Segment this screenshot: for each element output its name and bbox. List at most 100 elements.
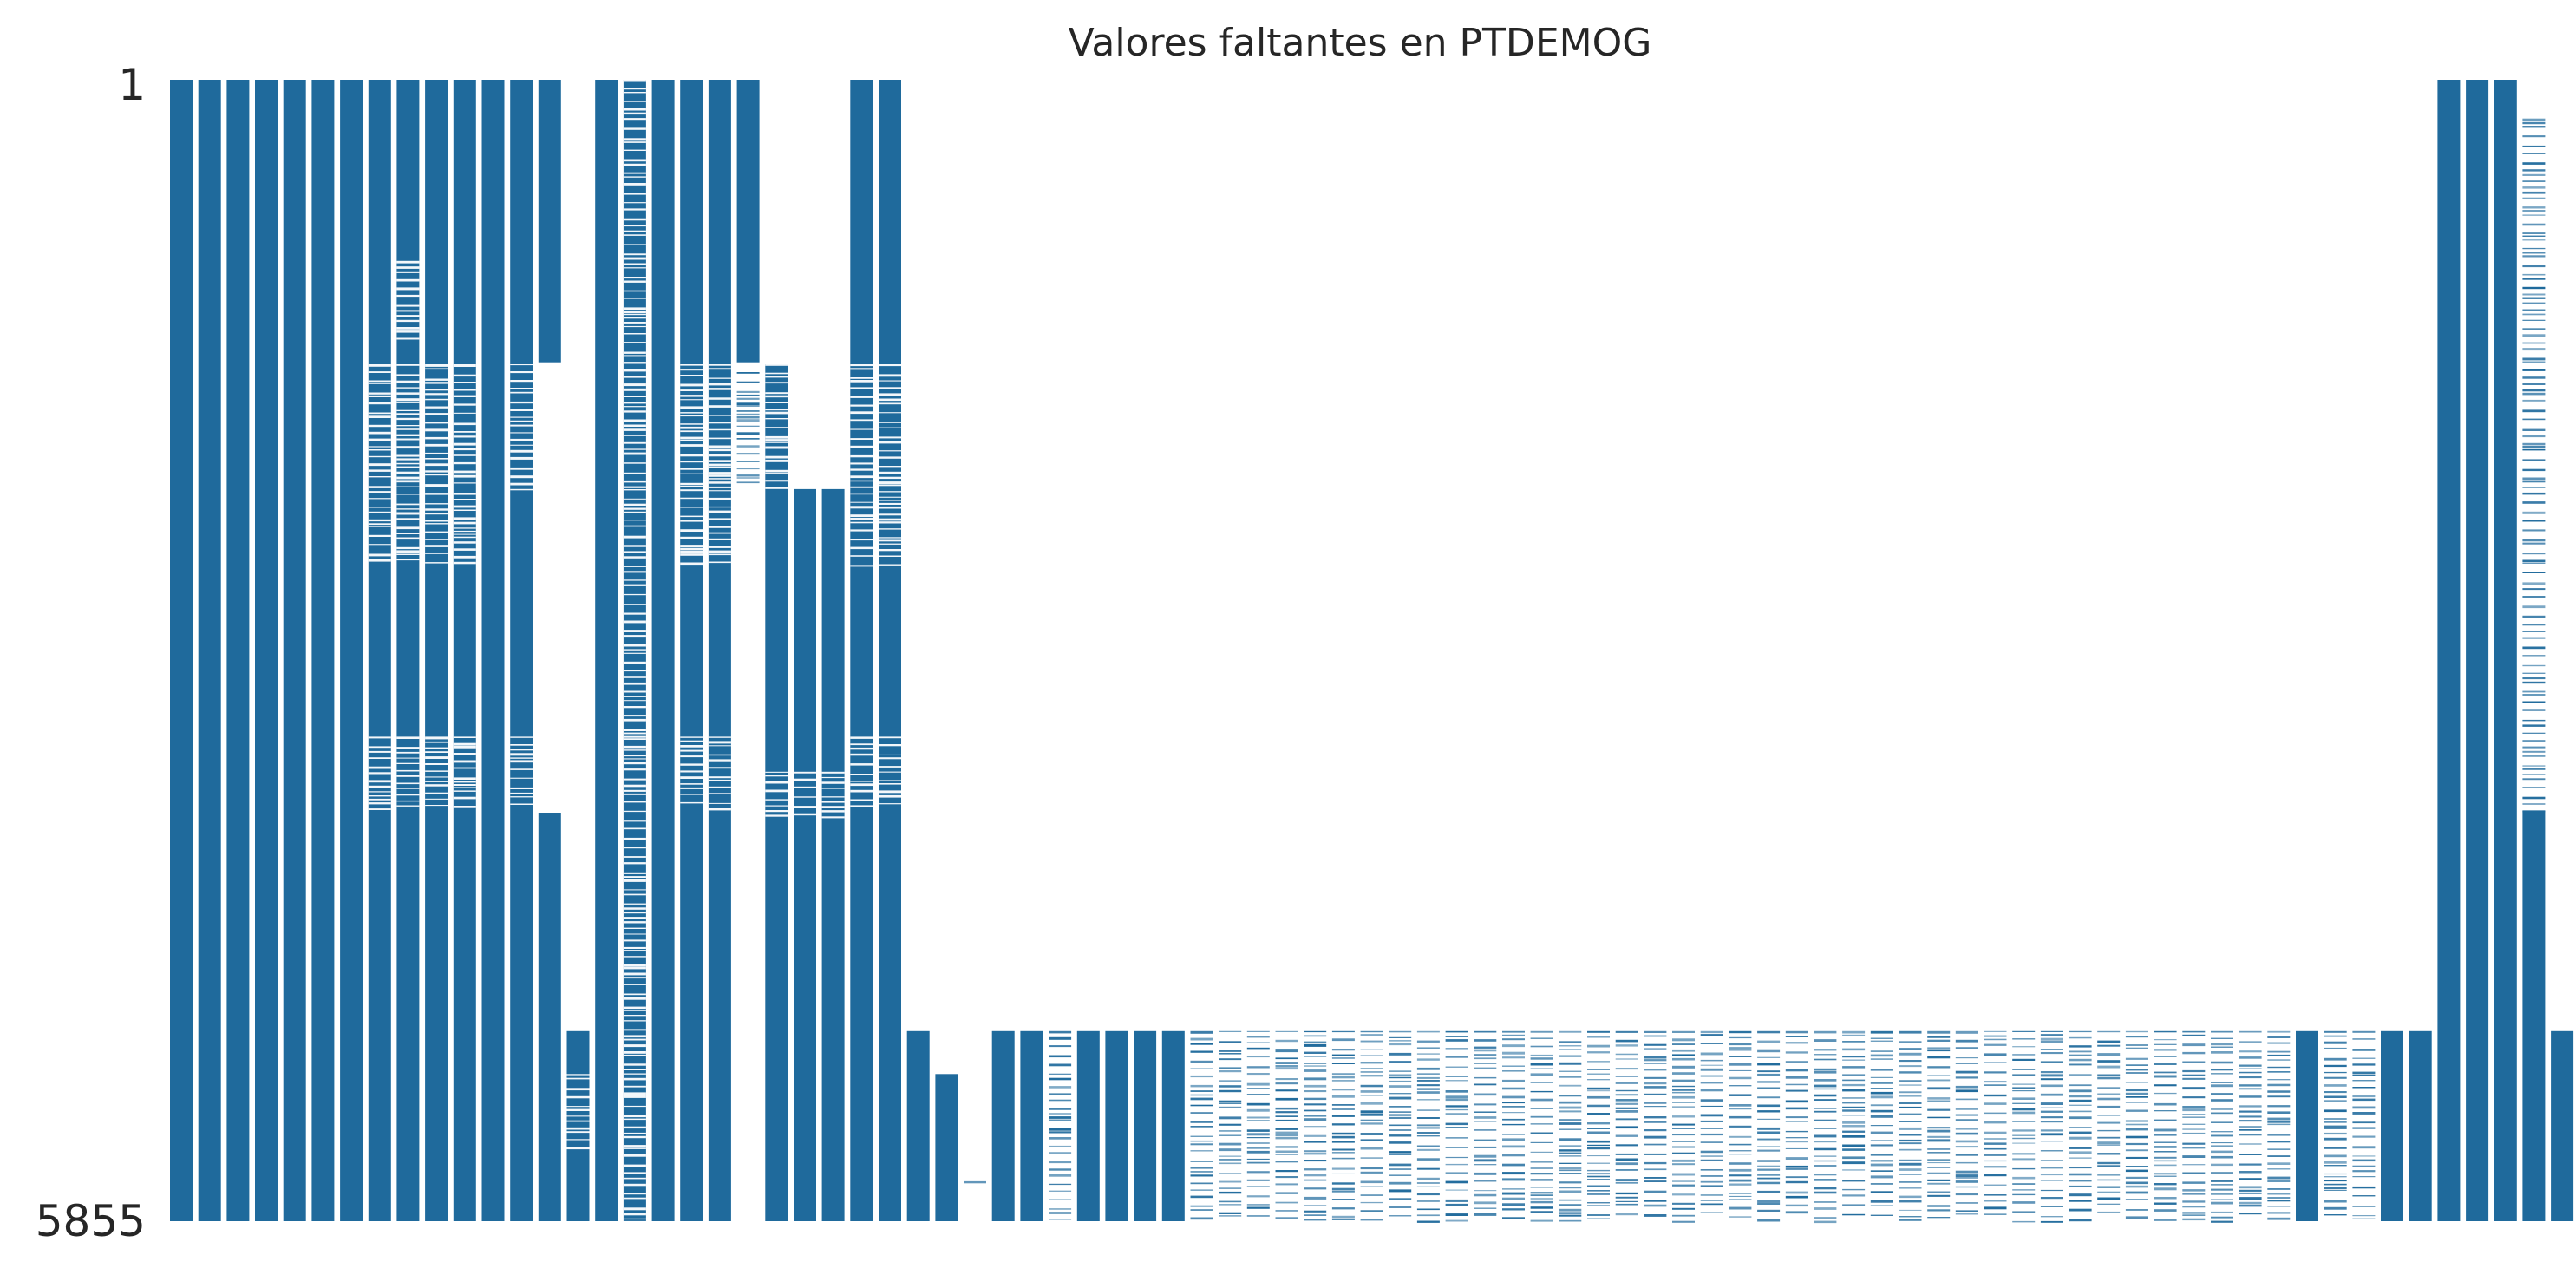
present-row [1644, 1059, 1667, 1062]
present-block [821, 488, 845, 1221]
missing-row [368, 469, 391, 472]
present-row [1049, 1055, 1072, 1058]
missing-row [680, 412, 703, 414]
matrix-column-18 [651, 80, 675, 1221]
present-row [1757, 1160, 1781, 1162]
present-row [1331, 1073, 1355, 1076]
present-row [2522, 428, 2546, 431]
present-row [2522, 206, 2546, 209]
missing-row [765, 439, 788, 441]
missing-row [623, 507, 646, 510]
present-row [1644, 1168, 1667, 1171]
present-block [198, 80, 221, 1221]
present-row [1275, 1128, 1298, 1130]
present-row [2324, 1176, 2347, 1178]
present-row [1899, 1048, 1922, 1050]
present-row [1502, 1145, 1525, 1148]
missing-row [368, 511, 391, 513]
present-row [1672, 1065, 1695, 1069]
present-row [1644, 1116, 1667, 1119]
present-row [1785, 1141, 1808, 1143]
present-row [1416, 1099, 1440, 1101]
present-row [1530, 1173, 1553, 1175]
present-row [1729, 1206, 1752, 1210]
present-row [1644, 1082, 1667, 1085]
present-row [1049, 1113, 1072, 1115]
present-row [1275, 1154, 1298, 1155]
present-row [2211, 1172, 2233, 1174]
present-row [1729, 1030, 1752, 1034]
present-row [1955, 1047, 1978, 1049]
present-row [2012, 1158, 2036, 1161]
missing-row [566, 1120, 590, 1122]
present-row [2154, 1219, 2177, 1221]
present-row [2239, 1154, 2262, 1155]
present-row [2267, 1123, 2291, 1126]
missing-row [510, 744, 533, 746]
present-row [1842, 1097, 1866, 1099]
present-row [1331, 1152, 1355, 1154]
missing-row [396, 392, 420, 395]
present-row [1785, 1051, 1808, 1054]
missing-row [708, 779, 731, 781]
missing-row [765, 771, 788, 773]
missing-row [396, 446, 420, 449]
present-row [2182, 1172, 2206, 1174]
present-row [1275, 1183, 1298, 1186]
missing-row [879, 539, 901, 542]
present-row [1331, 1132, 1355, 1135]
present-row [2125, 1169, 2148, 1173]
present-row [1246, 1171, 1270, 1174]
present-row [1700, 1068, 1723, 1071]
present-row [1416, 1158, 1440, 1161]
missing-row [396, 533, 420, 534]
present-row [2012, 1211, 2036, 1213]
present-row [1870, 1054, 1893, 1057]
missing-row [368, 746, 391, 749]
present-row [1587, 1190, 1610, 1192]
missing-row [680, 406, 703, 409]
present-row [2182, 1116, 2206, 1118]
present-row [1360, 1201, 1383, 1204]
present-row [1984, 1142, 2007, 1145]
missing-row [396, 736, 420, 739]
present-row [2239, 1192, 2262, 1194]
present-row [1304, 1160, 1327, 1162]
present-row [1785, 1157, 1808, 1160]
present-row [1842, 1083, 1866, 1087]
missing-row [623, 872, 646, 874]
matrix-column-32 [1049, 1030, 1072, 1220]
present-row [2040, 1220, 2063, 1223]
missing-row [453, 541, 476, 544]
present-row [1955, 1030, 1978, 1034]
present-row [1445, 1076, 1468, 1077]
present-row [2154, 1141, 2177, 1143]
present-row [1389, 1096, 1412, 1100]
present-row [2522, 755, 2546, 757]
present-row [1700, 1169, 1723, 1171]
present-row [1246, 1129, 1270, 1132]
present-row [1360, 1171, 1383, 1174]
present-row [2040, 1074, 2063, 1077]
present-row [1559, 1045, 1582, 1047]
present-row [2097, 1211, 2121, 1213]
missing-row [623, 927, 646, 929]
present-row [1757, 1168, 1781, 1171]
present-row [1785, 1116, 1808, 1119]
present-row [2211, 1099, 2233, 1102]
present-row [1474, 1116, 1497, 1119]
missing-row [708, 802, 731, 804]
matrix-column-41 [1304, 1030, 1327, 1221]
missing-row [765, 805, 788, 807]
present-row [1955, 1161, 1978, 1164]
present-row [1219, 1070, 1242, 1073]
matrix-column-50 [1559, 1030, 1582, 1222]
present-row [1729, 1104, 1752, 1107]
present-row [2182, 1206, 2206, 1208]
present-row [1416, 1047, 1440, 1049]
present-row [1785, 1204, 1808, 1207]
present-row [1615, 1162, 1638, 1166]
present-row [2522, 145, 2546, 147]
present-row [1700, 1099, 1723, 1102]
matrix-column-21 [736, 80, 760, 484]
